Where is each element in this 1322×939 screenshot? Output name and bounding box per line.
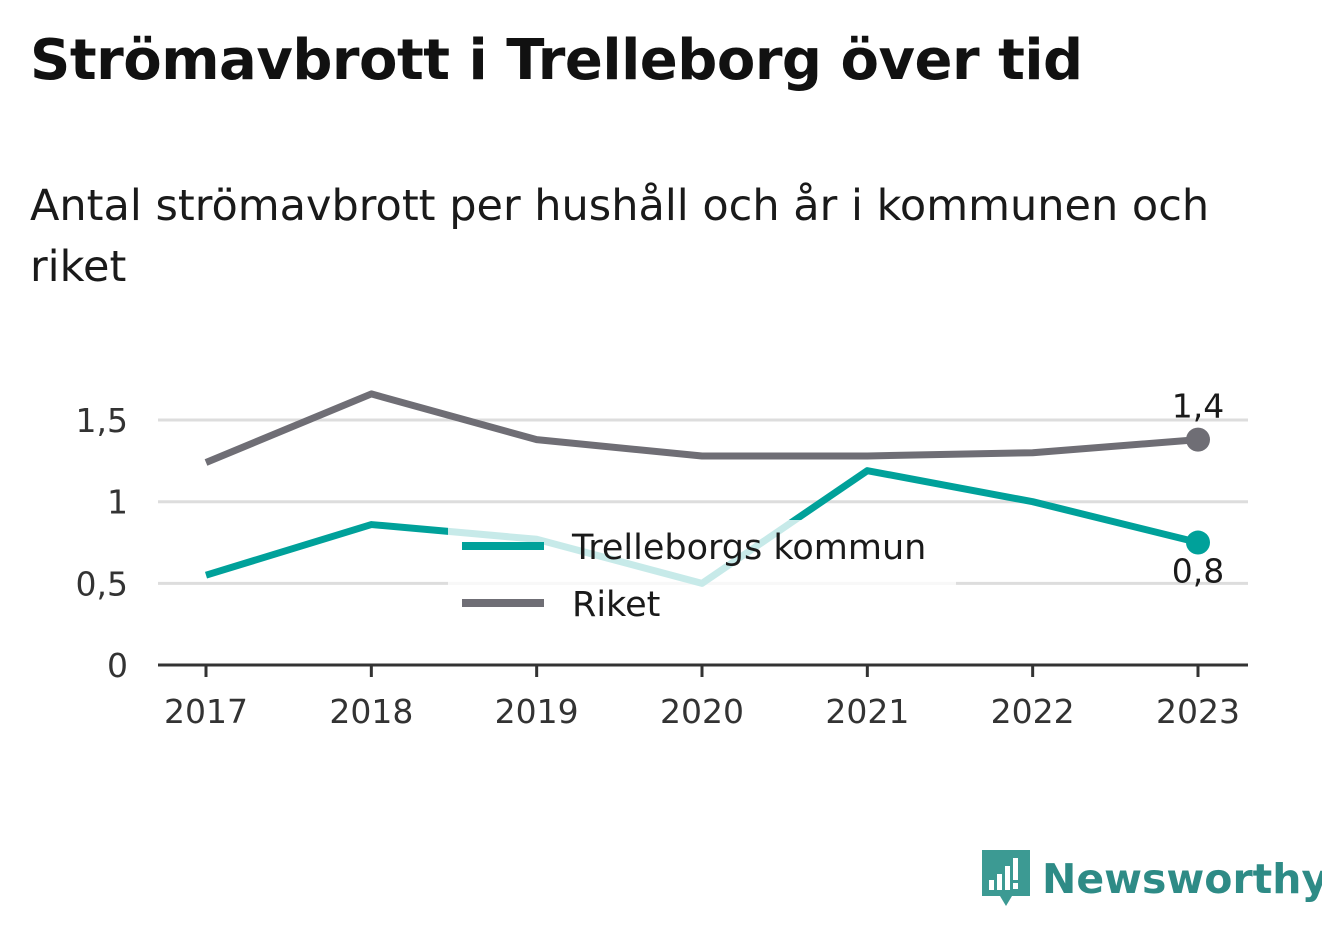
y-tick-label: 0,5 bbox=[76, 564, 128, 603]
chart-title: Strömavbrott i Trelleborg över tid bbox=[30, 28, 1083, 93]
series-line-riket bbox=[204, 390, 1199, 466]
newsworthy-logo-icon bbox=[982, 850, 1030, 906]
x-axis-ticks: 2017 2018 2019 2020 2021 2022 2023 bbox=[164, 665, 1240, 731]
legend-label: Trelleborgs kommun bbox=[571, 528, 926, 568]
x-tick-label: 2020 bbox=[660, 692, 744, 731]
legend: Trelleborgs kommun Riket bbox=[448, 520, 956, 638]
x-tick-label: 2022 bbox=[991, 692, 1075, 731]
x-tick-label: 2018 bbox=[329, 692, 413, 731]
brand-logo: Newsworthy bbox=[980, 848, 1322, 910]
y-tick-label: 1,5 bbox=[76, 401, 128, 440]
chart-subtitle: Antal strömavbrott per hushåll och år i … bbox=[30, 181, 1210, 292]
legend-label: Riket bbox=[572, 585, 660, 625]
end-markers: 0,8 1,4 bbox=[1172, 387, 1224, 591]
legend-background bbox=[448, 520, 956, 638]
x-tick-label: 2021 bbox=[825, 692, 909, 731]
y-tick-label: 1 bbox=[107, 483, 128, 522]
y-tick-label: 0 bbox=[107, 646, 128, 685]
brand-name: Newsworthy bbox=[1042, 855, 1322, 903]
x-tick-label: 2023 bbox=[1156, 692, 1240, 731]
end-value-label: 0,8 bbox=[1172, 552, 1224, 591]
x-tick-label: 2019 bbox=[495, 692, 579, 731]
y-axis-ticks: 0 0,5 1 1,5 bbox=[76, 401, 128, 685]
end-point-marker bbox=[1186, 530, 1210, 555]
x-tick-label: 2017 bbox=[164, 692, 248, 731]
end-point-marker bbox=[1186, 427, 1210, 452]
end-value-label: 1,4 bbox=[1172, 387, 1224, 426]
